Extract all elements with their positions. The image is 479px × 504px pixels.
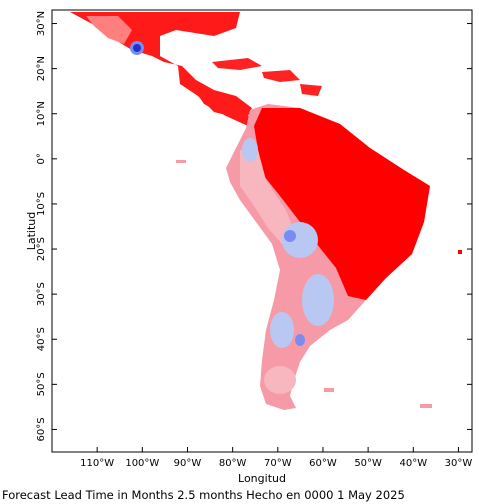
lat-tick-label: 30°N (36, 11, 47, 36)
south-georgia-island (420, 404, 432, 408)
lon-tick-label: 40°W (399, 458, 427, 469)
lon-tick-label: 50°W (354, 458, 382, 469)
lat-tick-label: 0° (36, 153, 47, 164)
patagonia-cold-core (295, 334, 305, 346)
argentina-cool-patch (302, 274, 334, 326)
anomaly-field (70, 12, 462, 410)
central-america (196, 92, 256, 126)
galapagos-island (176, 160, 186, 163)
southern-pale-blob (264, 366, 296, 394)
y-axis-title: Latitud (25, 212, 38, 251)
caribbean-islands (212, 58, 322, 96)
lon-tick-label: 30°W (445, 458, 473, 469)
falkland-islands (324, 388, 334, 392)
fernando-island (458, 250, 462, 254)
forecast-caption: Forecast Lead Time in Months 2.5 months … (2, 488, 405, 502)
lat-tick-label: 60°S (36, 417, 47, 441)
mexico-interior-pale (86, 16, 132, 44)
lat-tick-label: 20°S (36, 237, 47, 261)
patagonia-cool-patch (270, 312, 294, 348)
lat-tick-label: 10°S (36, 192, 47, 216)
lon-tick-label: 60°W (309, 458, 337, 469)
northwest-cool-patch (242, 138, 258, 162)
lat-tick-label: 20°N (36, 56, 47, 81)
lon-tick-label: 110°W (80, 458, 114, 469)
lon-tick-label: 100°W (125, 458, 159, 469)
andes-pale-band (240, 150, 296, 244)
latitude-axis: 30°N 20°N 10°N 0° 10°S 20°S 30°S 40°S 50°S 60°S (36, 11, 472, 441)
lon-tick-label: 80°W (219, 458, 247, 469)
bolivia-cold-core (284, 230, 296, 242)
lat-tick-label: 10°N (36, 101, 47, 126)
lon-tick-label: 90°W (174, 458, 202, 469)
mexico-cold-core (133, 44, 141, 52)
lon-tick-label: 70°W (264, 458, 292, 469)
south-america-red (254, 108, 430, 300)
lat-tick-label: 40°S (36, 327, 47, 351)
longitude-axis: 110°W 100°W 90°W 80°W 70°W 60°W 50°W 40°W 30°W (80, 447, 472, 469)
lat-tick-label: 30°S (36, 282, 47, 306)
x-axis-title: Longitud (238, 472, 286, 485)
lat-tick-label: 50°S (36, 372, 47, 396)
